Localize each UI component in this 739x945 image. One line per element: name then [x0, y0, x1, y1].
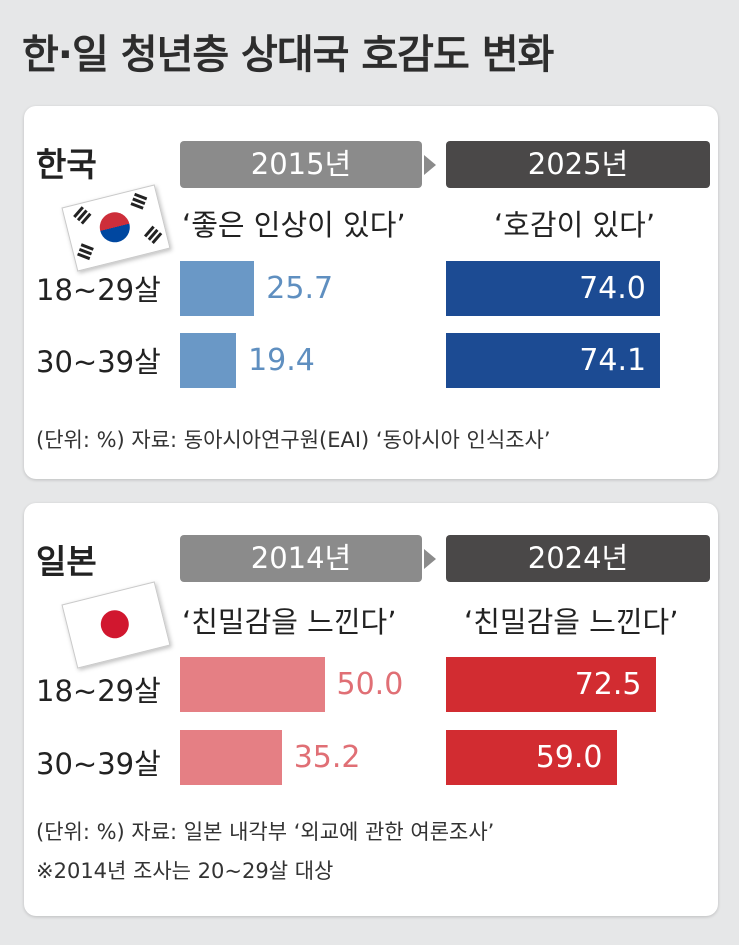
- arrow-right-icon: [424, 155, 436, 175]
- age-group-label: 30~39살: [36, 747, 161, 781]
- data-label: 72.5: [574, 667, 642, 702]
- bar: [446, 730, 617, 785]
- trigram-icon: [73, 206, 84, 218]
- question-present: ‘친밀감을 느낀다’: [464, 605, 679, 639]
- question-present: ‘호감이 있다’: [494, 208, 656, 242]
- taegeuk-symbol: [96, 209, 133, 246]
- page-title: 한·일 청년층 상대국 호감도 변화: [22, 32, 554, 78]
- period-header-past: 2014년: [180, 535, 422, 582]
- bar: [446, 261, 660, 316]
- bar: [180, 333, 237, 388]
- bar: [180, 261, 255, 316]
- japan-panel: 일본 2014년 2024년 ‘친밀감을 느낀다’ ‘친밀감을 느낀다’ 18~…: [24, 503, 718, 916]
- period-header-present: 2025년: [446, 141, 710, 188]
- data-label: 19.4: [248, 343, 315, 378]
- bar: [180, 730, 282, 785]
- data-label: 74.1: [579, 343, 647, 378]
- bar: [446, 333, 661, 388]
- bar: [446, 657, 656, 712]
- age-group-label: 18~29살: [36, 674, 161, 708]
- country-label-japan: 일본: [36, 542, 97, 581]
- period-header-present: 2024년: [446, 535, 710, 582]
- source-note: ※2014년 조사는 20~29살 대상: [36, 859, 334, 883]
- data-label: 25.7: [266, 271, 334, 306]
- trigram-icon: [80, 243, 94, 251]
- question-past: ‘좋은 인상이 있다’: [182, 208, 406, 242]
- korea-panel: 한국 2015년 2025년 ‘좋은 인상이 있다’ ‘호감이 있다’ 18~2…: [24, 106, 718, 479]
- data-label: 50.0: [336, 667, 404, 702]
- arrow-right-icon: [424, 549, 436, 569]
- bar: [180, 657, 325, 712]
- source-note: (단위: %) 자료: 동아시아연구원(EAI) ‘동아시아 인식조사’: [36, 428, 551, 452]
- data-label: 35.2: [293, 740, 361, 775]
- source-note: (단위: %) 자료: 일본 내각부 ‘외교에 관한 여론조사’: [36, 820, 495, 844]
- question-past: ‘친밀감을 느낀다’: [182, 605, 397, 639]
- age-group-label: 18~29살: [36, 273, 161, 307]
- age-group-label: 30~39살: [36, 345, 161, 379]
- period-header-past: 2015년: [180, 141, 422, 188]
- trigram-icon: [134, 192, 148, 201]
- japan-flag-icon: [61, 581, 171, 669]
- trigram-icon: [143, 225, 155, 238]
- korea-flag-icon: [61, 184, 171, 272]
- country-label-korea: 한국: [36, 145, 97, 184]
- data-label: 74.0: [579, 271, 646, 306]
- data-label: 59.0: [535, 740, 603, 775]
- hinomaru-symbol: [97, 607, 132, 642]
